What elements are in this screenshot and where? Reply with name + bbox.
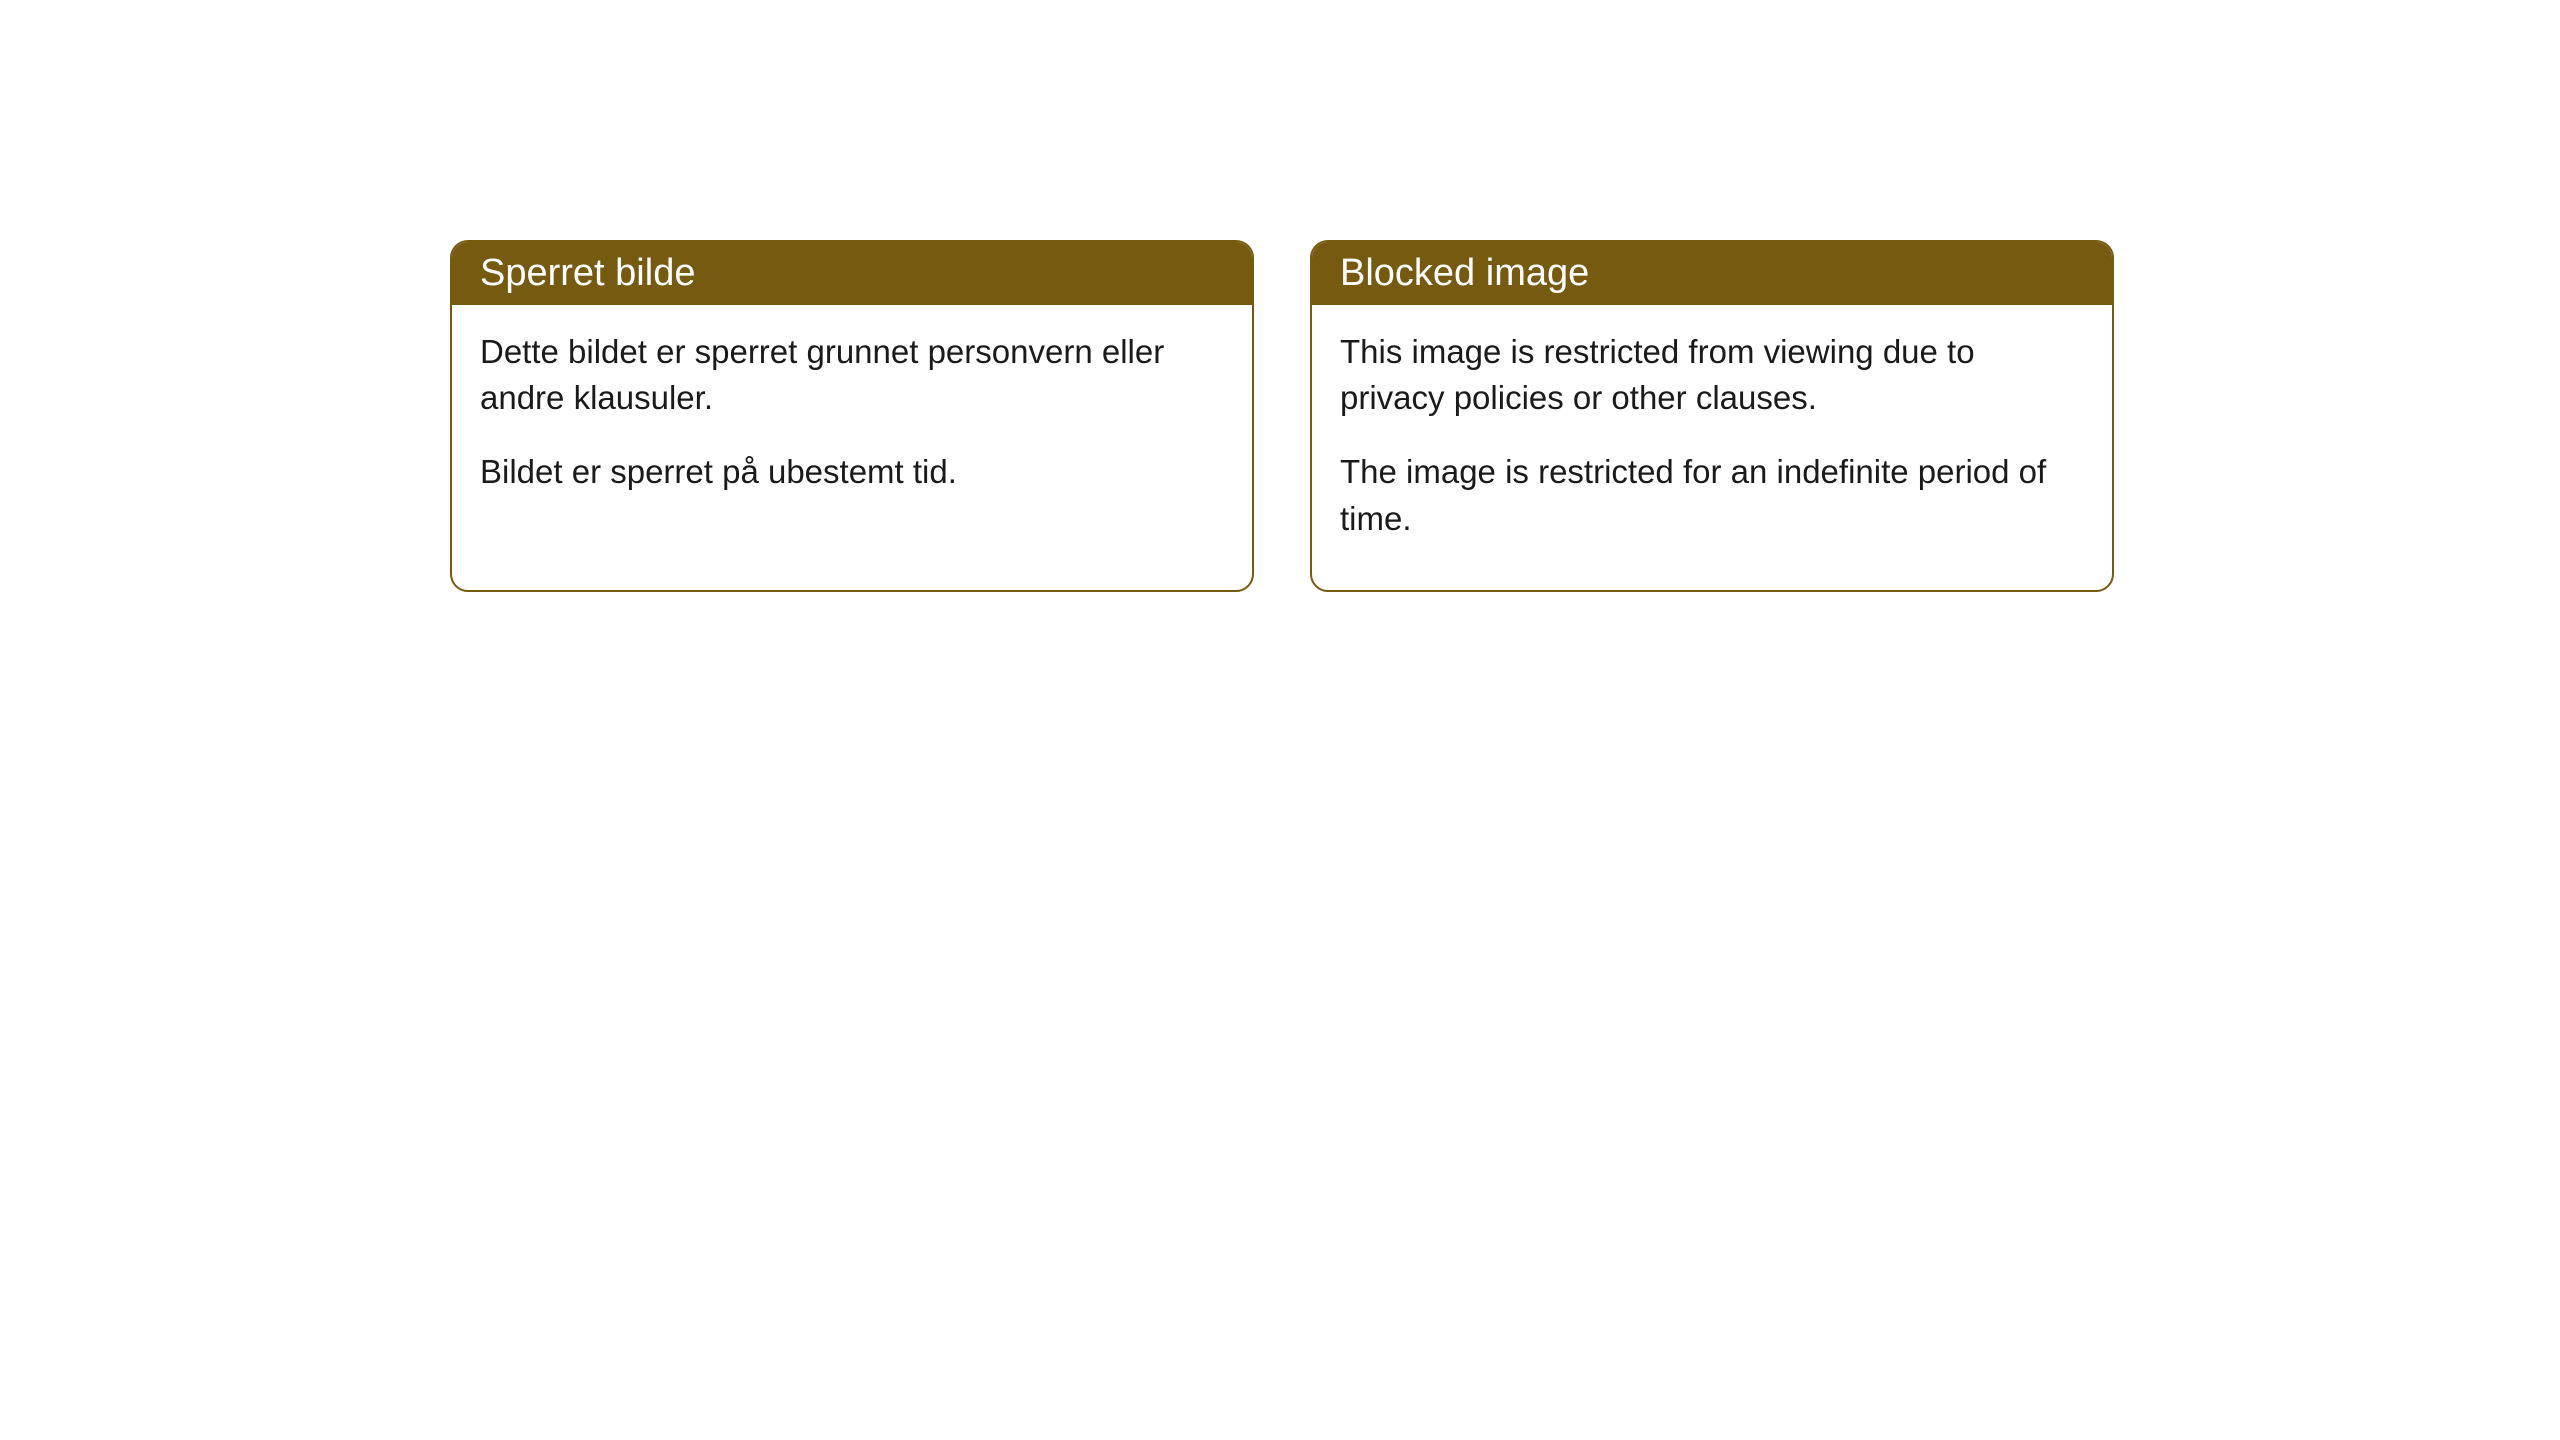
card-paragraph: This image is restricted from viewing du… <box>1340 329 2084 421</box>
notice-card-norwegian: Sperret bilde Dette bildet er sperret gr… <box>450 240 1254 592</box>
card-paragraph: Dette bildet er sperret grunnet personve… <box>480 329 1224 421</box>
card-title: Blocked image <box>1340 252 1589 294</box>
card-title: Sperret bilde <box>480 252 695 294</box>
card-header: Blocked image <box>1312 242 2112 305</box>
card-body: Dette bildet er sperret grunnet personve… <box>452 305 1252 544</box>
card-body: This image is restricted from viewing du… <box>1312 305 2112 590</box>
card-paragraph: Bildet er sperret på ubestemt tid. <box>480 449 1224 495</box>
card-header: Sperret bilde <box>452 242 1252 305</box>
card-paragraph: The image is restricted for an indefinit… <box>1340 449 2084 541</box>
notice-card-english: Blocked image This image is restricted f… <box>1310 240 2114 592</box>
notice-cards-container: Sperret bilde Dette bildet er sperret gr… <box>450 240 2560 592</box>
